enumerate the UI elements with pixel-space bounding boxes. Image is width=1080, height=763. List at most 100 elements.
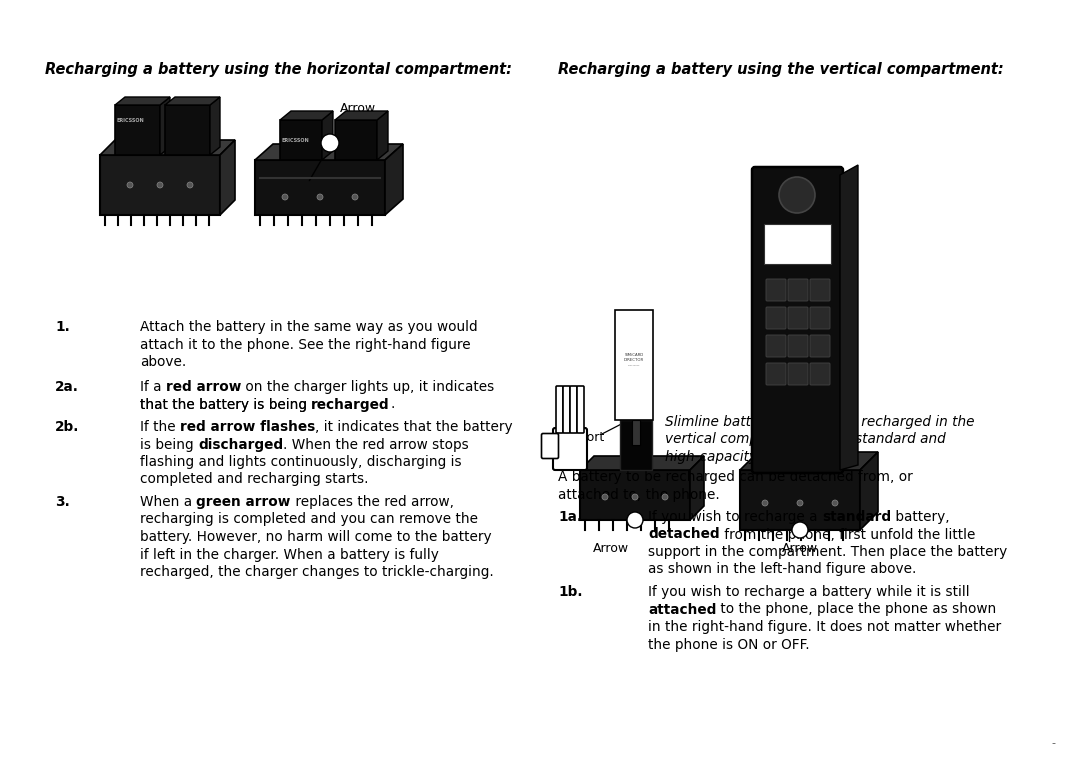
FancyBboxPatch shape [810,335,831,357]
Text: Arrow: Arrow [782,542,818,555]
Circle shape [352,194,357,200]
Text: high-capacity batteries.: high-capacity batteries. [665,450,827,464]
FancyBboxPatch shape [556,386,563,433]
Circle shape [321,134,339,152]
Circle shape [627,512,643,528]
Text: vertical compartment, only standard and: vertical compartment, only standard and [665,433,946,446]
FancyBboxPatch shape [764,224,831,264]
Text: from the phone, first unfold the little: from the phone, first unfold the little [719,527,975,542]
Text: . When the red arrow stops: . When the red arrow stops [283,437,469,452]
Text: the phone is ON or OFF.: the phone is ON or OFF. [648,638,810,652]
FancyBboxPatch shape [810,307,831,329]
FancyBboxPatch shape [766,307,786,329]
Text: SIM/CARD
DIRECTOR
---------: SIM/CARD DIRECTOR --------- [624,353,644,367]
Circle shape [632,494,638,500]
FancyBboxPatch shape [788,335,808,357]
Text: , it indicates that the battery: , it indicates that the battery [315,420,513,434]
Polygon shape [165,97,220,105]
Text: to the phone, place the phone as shown: to the phone, place the phone as shown [716,603,997,617]
Text: Recharging a battery using the vertical compartment:: Recharging a battery using the vertical … [558,62,1003,77]
Text: above.: above. [140,355,186,369]
FancyBboxPatch shape [766,363,786,385]
Polygon shape [100,155,220,215]
Circle shape [602,494,608,500]
Text: attached: attached [648,603,716,617]
Circle shape [792,522,808,538]
Polygon shape [335,111,388,120]
Text: 1b.: 1b. [558,585,582,599]
Text: discharged: discharged [198,437,283,452]
Circle shape [779,177,815,213]
Circle shape [157,182,163,188]
Text: Attach the battery in the same way as you would: Attach the battery in the same way as yo… [140,320,477,334]
Text: Recharging a battery using the horizontal compartment:: Recharging a battery using the horizonta… [45,62,512,77]
Text: 2a.: 2a. [55,380,79,394]
Polygon shape [255,144,403,160]
Text: Support: Support [555,432,604,445]
Polygon shape [280,120,322,160]
Text: attached to, the phone.: attached to, the phone. [558,488,719,501]
Text: .: . [390,398,394,411]
Circle shape [318,194,323,200]
Text: ERICSSON: ERICSSON [281,137,309,143]
Text: recharging is completed and you can remove the: recharging is completed and you can remo… [140,513,478,526]
Text: standard: standard [822,510,891,524]
Text: support in the compartment. Then place the battery: support in the compartment. Then place t… [648,545,1008,559]
Circle shape [187,182,193,188]
Text: ERICSSON: ERICSSON [117,118,144,123]
FancyBboxPatch shape [810,279,831,301]
Polygon shape [114,105,160,155]
Text: red arrow: red arrow [166,380,241,394]
Polygon shape [114,97,170,105]
Text: red arrow flashes: red arrow flashes [180,420,315,434]
Text: If the: If the [140,420,180,434]
Polygon shape [840,165,858,470]
Polygon shape [377,111,388,160]
Text: If a: If a [140,380,166,394]
Text: recharged: recharged [311,398,390,411]
Polygon shape [280,111,333,120]
FancyBboxPatch shape [752,167,843,473]
FancyBboxPatch shape [541,433,558,459]
Polygon shape [255,160,384,215]
Text: 1.: 1. [55,320,70,334]
Text: 1a.: 1a. [558,510,582,524]
Text: If you wish to recharge a: If you wish to recharge a [648,510,822,524]
Text: If you wish to recharge a battery while it is still: If you wish to recharge a battery while … [648,585,970,599]
Text: completed and recharging starts.: completed and recharging starts. [140,472,368,487]
FancyBboxPatch shape [766,279,786,301]
Polygon shape [615,310,653,420]
Text: Slimline batteries cannot be recharged in the: Slimline batteries cannot be recharged i… [665,415,974,429]
Circle shape [127,182,133,188]
FancyBboxPatch shape [788,279,808,301]
Text: detached: detached [648,527,719,542]
Text: green arrow: green arrow [197,495,291,509]
FancyBboxPatch shape [553,428,588,470]
Text: attach it to the phone. See the right-hand figure: attach it to the phone. See the right-ha… [140,337,471,352]
Text: as shown in the left-hand figure above.: as shown in the left-hand figure above. [648,562,916,577]
Polygon shape [160,97,170,155]
Text: 2b.: 2b. [55,420,79,434]
Text: Arrow: Arrow [593,542,629,555]
Circle shape [832,500,838,506]
Polygon shape [580,456,704,470]
Text: A battery to be recharged can be detached from, or: A battery to be recharged can be detache… [558,470,913,484]
Polygon shape [220,140,235,215]
FancyBboxPatch shape [577,386,584,433]
Text: in the right-hand figure. It does not matter whether: in the right-hand figure. It does not ma… [648,620,1001,634]
Polygon shape [740,470,860,530]
Circle shape [662,494,669,500]
Polygon shape [740,452,878,470]
FancyBboxPatch shape [788,363,808,385]
Text: that the battery is being: that the battery is being [140,398,311,411]
Circle shape [797,500,804,506]
Text: recharged, the charger changes to trickle-charging.: recharged, the charger changes to trickl… [140,565,494,579]
Polygon shape [690,456,704,520]
Text: flashing and lights continuously, discharging is: flashing and lights continuously, discha… [140,455,461,469]
Text: replaces the red arrow,: replaces the red arrow, [291,495,454,509]
FancyBboxPatch shape [570,386,577,433]
Polygon shape [322,111,333,160]
Text: on the charger lights up, it indicates: on the charger lights up, it indicates [241,380,495,394]
Text: battery,: battery, [891,510,949,524]
Polygon shape [335,120,377,160]
